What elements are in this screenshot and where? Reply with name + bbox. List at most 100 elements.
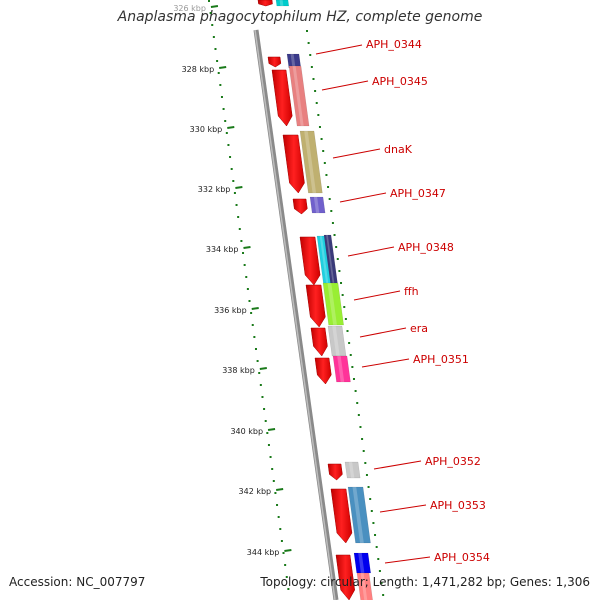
track-dot [217,72,220,74]
track-dot [380,582,383,584]
gene-label-aph-0344: APH_0344 [366,38,422,51]
track-dot [375,546,378,548]
track-dot [327,186,330,188]
track-dot [209,12,212,14]
gene-label-aph-0352: APH_0352 [425,455,481,468]
topology-text: Topology: circular; Length: 1,471,282 bp… [260,575,590,589]
track-dot [364,462,367,464]
kbp-label: 338 kbp [222,366,255,375]
track-dot [377,558,380,560]
gene-block [322,282,344,326]
kbp-scale: 326 kbp 328 kbp 330 kbp 332 kbp 334 kbp 336 k… [173,4,292,557]
track-dot [246,288,249,290]
position-dots [208,0,290,590]
track-dot [263,408,266,410]
track-dot [211,24,214,26]
track-dot [258,372,261,374]
track-dot [318,126,321,128]
gene-block [332,355,351,383]
track-dot [340,282,343,284]
track-dot [306,30,308,32]
track-dot [370,510,373,512]
gene-arrow [305,284,326,328]
track-dot [259,384,262,386]
track-dot [369,498,372,500]
track-dot [276,504,279,506]
kbp-label: 344 kbp [247,548,280,557]
genome-backbone [253,29,339,600]
gene-block-shade [358,553,365,573]
track-dot [361,438,364,440]
outer-dots [306,30,385,596]
track-dot [220,96,223,98]
gene-labels: APH_0344 APH_0345 dnaK APH_0347 APH_0348… [315,38,490,564]
leader-line [339,192,387,203]
track-dot [237,216,240,218]
leader-line [361,358,410,368]
gene-block [275,0,290,7]
track-dot [325,174,328,176]
gene-label-ffh: ffh [404,285,419,298]
leader-line [315,44,363,55]
track-dot [287,588,290,590]
leader-line [347,246,395,257]
gene-label-aph-0347: APH_0347 [390,187,446,200]
gene-block-shade [337,356,345,382]
kbp-label: 342 kbp [239,487,272,496]
track-dot [349,354,352,356]
gene-block-shade [319,236,329,284]
track-dot [309,54,312,56]
kbp-tick [235,186,243,189]
gene-arrow [314,357,332,385]
track-dot [351,366,354,368]
track-dot [272,480,275,482]
gene-block [353,552,371,574]
track-dot [212,36,215,38]
genome-title: Anaplasma phagocytophilum HZ, complete g… [117,9,483,25]
track-dot [235,204,238,206]
leader-line [332,148,381,159]
track-dot [264,420,267,422]
track-dot [312,78,315,80]
track-dot [357,414,360,416]
kbp-label: 330 kbp [190,125,223,134]
kbp-tick [227,126,235,129]
gene-block-shade [348,462,355,478]
track-dot [279,528,282,530]
gene-block [347,486,371,544]
track-dot [352,378,355,380]
gene-arrow [282,134,305,194]
track-dot [266,432,269,434]
track-dot [250,312,253,314]
kbp-tick [284,549,292,552]
kbp-tick [219,66,227,69]
leader-line [321,80,369,91]
track-dot [238,228,241,230]
gene-arrow [257,0,273,7]
gene-block-shade [279,0,284,6]
track-dot [267,444,270,446]
gene-arrow [267,56,282,68]
kbp-label: 326 kbp [173,4,206,13]
gene-block [309,196,326,214]
track-dot [214,48,217,50]
kbp-tick [251,307,259,310]
gene-block-shade [326,235,335,284]
gene-arrow [299,236,321,286]
gene-block [344,461,361,479]
leader-line [373,460,422,470]
track-dot [219,84,222,86]
track-dot [253,336,256,338]
track-dot [315,102,318,104]
gene-label-aph-0353: APH_0353 [430,499,486,512]
track-dot [328,198,331,200]
gene-arrow [310,327,328,357]
track-dot [274,492,277,494]
kbp-tick [276,488,284,491]
accession-text: Accession: NC_007797 [9,575,146,589]
track-dot [341,294,344,296]
track-dot [348,342,351,344]
track-dot [338,270,341,272]
track-dot [344,318,347,320]
track-dot [225,132,228,134]
